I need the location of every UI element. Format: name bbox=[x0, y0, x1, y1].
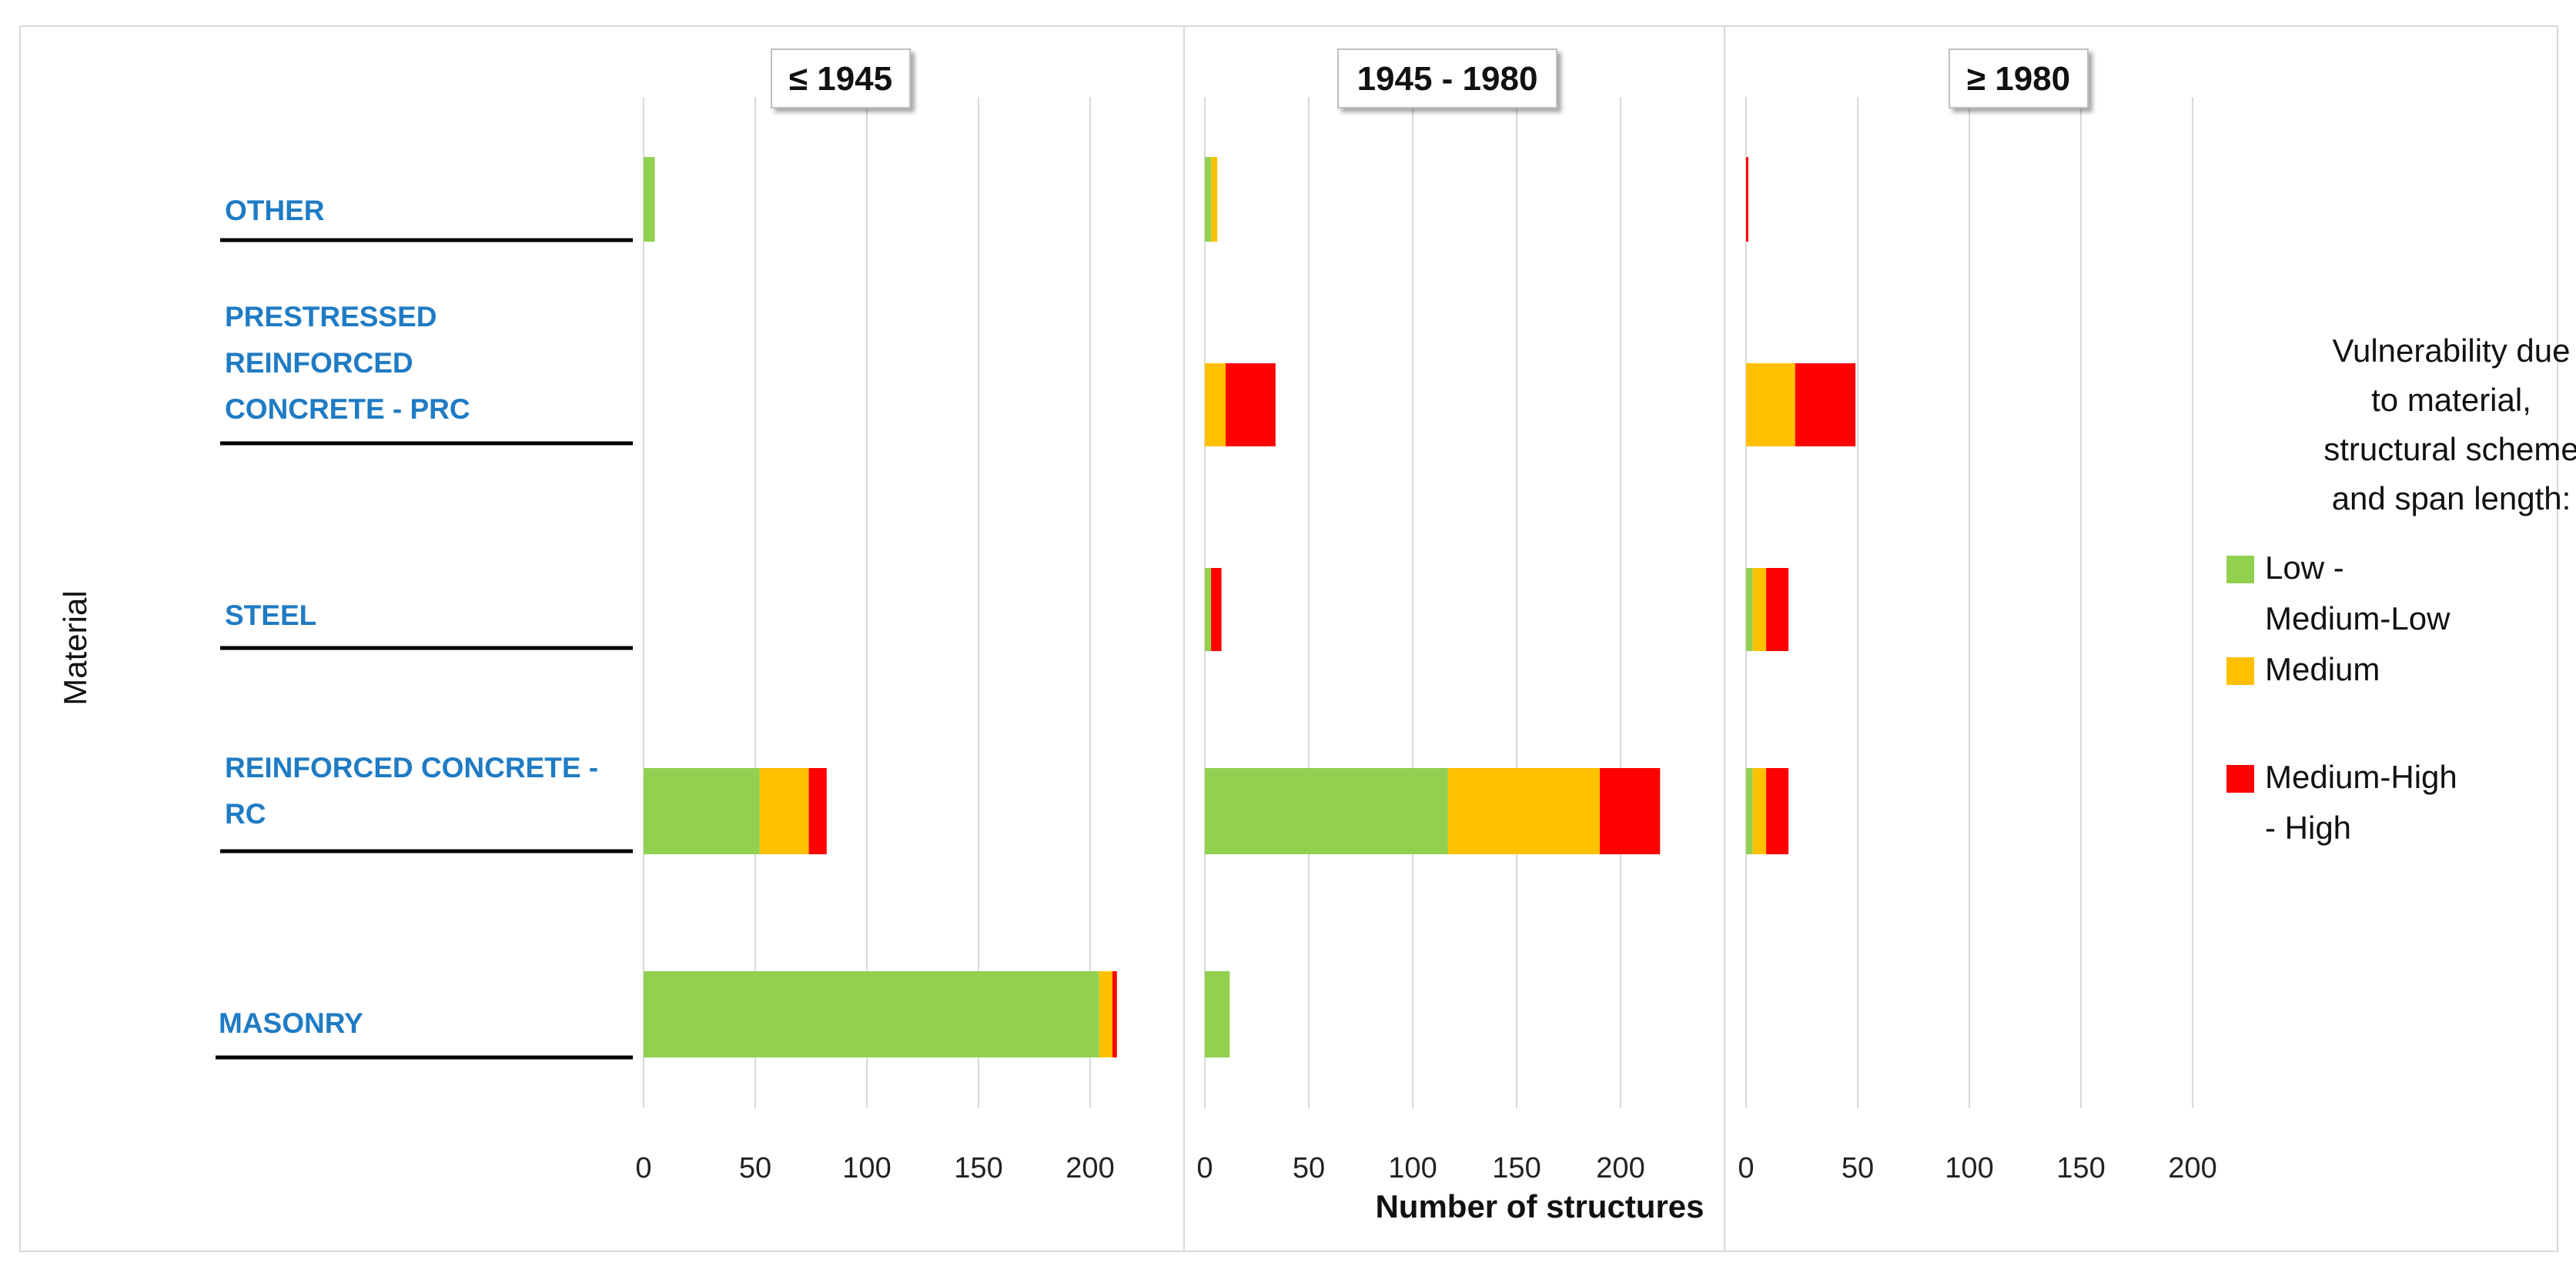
bar-segment bbox=[1766, 768, 1789, 854]
bar-segment bbox=[644, 971, 1099, 1057]
x-tick-label: 200 bbox=[1066, 1152, 1114, 1184]
bar-segment bbox=[808, 768, 827, 854]
x-tick-label: 200 bbox=[2168, 1152, 2216, 1184]
category-label: PRESTRESSED bbox=[225, 301, 437, 332]
bar-segment bbox=[1746, 363, 1795, 446]
y-axis-title: Material bbox=[57, 590, 93, 705]
bar-segment bbox=[1211, 157, 1218, 242]
bar-segment bbox=[1205, 363, 1226, 446]
x-tick-label: 150 bbox=[954, 1152, 1002, 1184]
category-label: STEEL bbox=[225, 600, 316, 631]
x-tick-label: 150 bbox=[1492, 1152, 1541, 1184]
bar-segment bbox=[1746, 568, 1753, 651]
bar-segment bbox=[1746, 768, 1753, 854]
category-label: MASONRY bbox=[219, 1007, 363, 1039]
panel-title-box bbox=[771, 48, 911, 109]
panel-title-box bbox=[1337, 48, 1557, 109]
bar-segment bbox=[1795, 363, 1856, 446]
legend-title: Vulnerability due bbox=[2333, 332, 2571, 369]
legend-label: - High bbox=[2265, 810, 2351, 846]
bar-segment bbox=[644, 157, 655, 242]
bar-segment bbox=[1205, 568, 1212, 651]
bar-segment bbox=[1600, 768, 1661, 854]
bar-segment bbox=[1226, 363, 1276, 446]
legend-label: Medium bbox=[2265, 651, 2380, 687]
x-axis-title: Number of structures bbox=[1375, 1188, 1704, 1224]
bar-segment bbox=[1447, 768, 1600, 854]
x-tick-label: 0 bbox=[635, 1152, 651, 1184]
category-label: CONCRETE - PRC bbox=[225, 393, 470, 425]
panel-title: 1945 - 1980 bbox=[1357, 60, 1538, 98]
bar-segment bbox=[1746, 157, 1748, 242]
bar-segment bbox=[759, 768, 809, 854]
bar-segment bbox=[1752, 768, 1767, 854]
bar-segment bbox=[1211, 568, 1222, 651]
legend-title: structural scheme bbox=[2323, 431, 2576, 467]
x-tick-label: 150 bbox=[2056, 1152, 2105, 1184]
panel-title: ≥ 1980 bbox=[1967, 60, 2070, 98]
x-tick-label: 0 bbox=[1196, 1152, 1213, 1184]
category-label: OTHER bbox=[225, 195, 325, 226]
legend-title: to material, bbox=[2371, 382, 2531, 418]
figure-border bbox=[19, 25, 2558, 1252]
x-tick-label: 50 bbox=[1293, 1152, 1325, 1184]
category-label: REINFORCED CONCRETE - bbox=[225, 752, 598, 783]
x-tick-label: 50 bbox=[739, 1152, 771, 1184]
panel-title: ≤ 1945 bbox=[789, 60, 892, 98]
bar-segment bbox=[1766, 568, 1789, 651]
legend-swatch bbox=[2226, 657, 2254, 685]
legend-swatch bbox=[2226, 765, 2254, 793]
bar-segment bbox=[1205, 768, 1448, 854]
bar-segment bbox=[1112, 971, 1117, 1057]
legend-title: and span length: bbox=[2332, 480, 2571, 516]
panel-title-box bbox=[1949, 48, 2089, 109]
x-tick-label: 0 bbox=[1738, 1152, 1754, 1184]
legend-swatch bbox=[2226, 556, 2254, 583]
x-tick-label: 100 bbox=[1388, 1152, 1437, 1184]
bar-segment bbox=[644, 768, 760, 854]
x-tick-label: 200 bbox=[1596, 1152, 1644, 1184]
bar-segment bbox=[1205, 157, 1212, 242]
bar-segment bbox=[1752, 568, 1767, 651]
legend-label: Medium-Low bbox=[2265, 600, 2451, 636]
x-tick-label: 100 bbox=[842, 1152, 891, 1184]
x-tick-label: 100 bbox=[1945, 1152, 1993, 1184]
bar-segment bbox=[1205, 971, 1230, 1057]
legend-label: Medium-High bbox=[2265, 759, 2457, 795]
category-label: REINFORCED bbox=[225, 347, 413, 379]
x-tick-label: 50 bbox=[1842, 1152, 1874, 1184]
legend-label: Low - bbox=[2265, 549, 2344, 586]
category-label: RC bbox=[225, 798, 266, 830]
bar-segment bbox=[1099, 971, 1112, 1057]
